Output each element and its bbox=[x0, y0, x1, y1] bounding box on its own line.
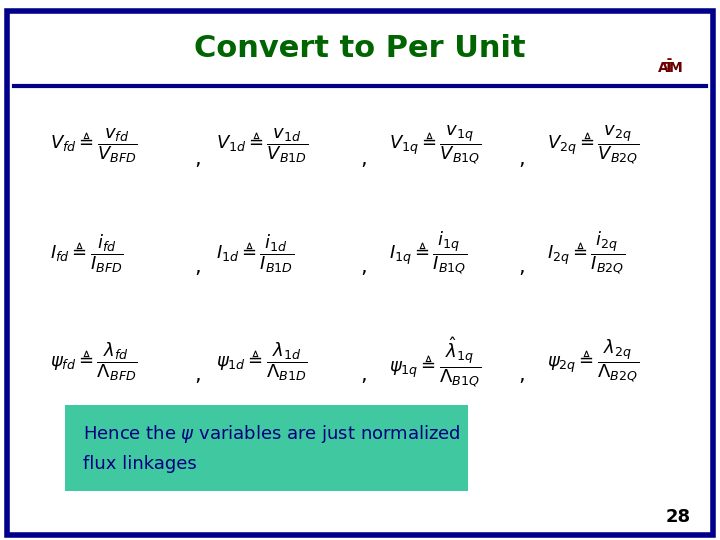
Text: $\psi_{2q} \triangleq \dfrac{\lambda_{2q}}{\Lambda_{B2Q}}$: $\psi_{2q} \triangleq \dfrac{\lambda_{2q… bbox=[547, 338, 639, 386]
Text: ,: , bbox=[194, 257, 202, 278]
Text: $I_{2q} \triangleq \dfrac{i_{2q}}{I_{B2Q}}$: $I_{2q} \triangleq \dfrac{i_{2q}}{I_{B2Q… bbox=[547, 230, 626, 278]
Text: ,: , bbox=[518, 149, 526, 170]
Text: $V_{1d} \triangleq \dfrac{v_{1d}}{V_{B1D}}$: $V_{1d} \triangleq \dfrac{v_{1d}}{V_{B1D… bbox=[216, 126, 308, 165]
Text: ,: , bbox=[194, 149, 202, 170]
Text: ,: , bbox=[518, 365, 526, 386]
Text: ,: , bbox=[360, 257, 367, 278]
Text: $I_{1q} \triangleq \dfrac{i_{1q}}{I_{B1Q}}$: $I_{1q} \triangleq \dfrac{i_{1q}}{I_{B1Q… bbox=[389, 230, 467, 278]
Text: $\psi_{1q} \triangleq \dfrac{\hat{\lambda}_{1q}}{\Lambda_{B1Q}}$: $\psi_{1q} \triangleq \dfrac{\hat{\lambd… bbox=[389, 335, 481, 389]
Text: $\psi_{1d} \triangleq \dfrac{\lambda_{1d}}{\Lambda_{B1D}}$: $\psi_{1d} \triangleq \dfrac{\lambda_{1d… bbox=[216, 341, 308, 383]
Text: $\psi_{fd} \triangleq \dfrac{\lambda_{fd}}{\Lambda_{BFD}}$: $\psi_{fd} \triangleq \dfrac{\lambda_{fd… bbox=[50, 341, 138, 383]
Text: Hence the $\psi$ variables are just normalized
flux linkages: Hence the $\psi$ variables are just norm… bbox=[83, 423, 461, 473]
FancyBboxPatch shape bbox=[7, 11, 713, 535]
Text: $I_{1d} \triangleq \dfrac{i_{1d}}{I_{B1D}}$: $I_{1d} \triangleq \dfrac{i_{1d}}{I_{B1D… bbox=[216, 233, 294, 275]
Text: $V_{2q} \triangleq \dfrac{v_{2q}}{V_{B2Q}}$: $V_{2q} \triangleq \dfrac{v_{2q}}{V_{B2Q… bbox=[547, 124, 639, 167]
Text: $I_{fd} \triangleq \dfrac{i_{fd}}{I_{BFD}}$: $I_{fd} \triangleq \dfrac{i_{fd}}{I_{BFD… bbox=[50, 233, 124, 275]
FancyBboxPatch shape bbox=[65, 405, 468, 491]
Text: $\mathbf{A\!\!\bar{T}\!\!M}$: $\mathbf{A\!\!\bar{T}\!\!M}$ bbox=[657, 59, 683, 76]
Text: $V_{fd} \triangleq \dfrac{v_{fd}}{V_{BFD}}$: $V_{fd} \triangleq \dfrac{v_{fd}}{V_{BFD… bbox=[50, 126, 138, 165]
Text: ,: , bbox=[194, 365, 202, 386]
Text: 28: 28 bbox=[666, 509, 691, 526]
Text: ,: , bbox=[360, 149, 367, 170]
Text: $V_{1q} \triangleq \dfrac{v_{1q}}{V_{B1Q}}$: $V_{1q} \triangleq \dfrac{v_{1q}}{V_{B1Q… bbox=[389, 124, 481, 167]
Text: Convert to Per Unit: Convert to Per Unit bbox=[194, 34, 526, 63]
Text: ,: , bbox=[360, 365, 367, 386]
Text: ,: , bbox=[518, 257, 526, 278]
